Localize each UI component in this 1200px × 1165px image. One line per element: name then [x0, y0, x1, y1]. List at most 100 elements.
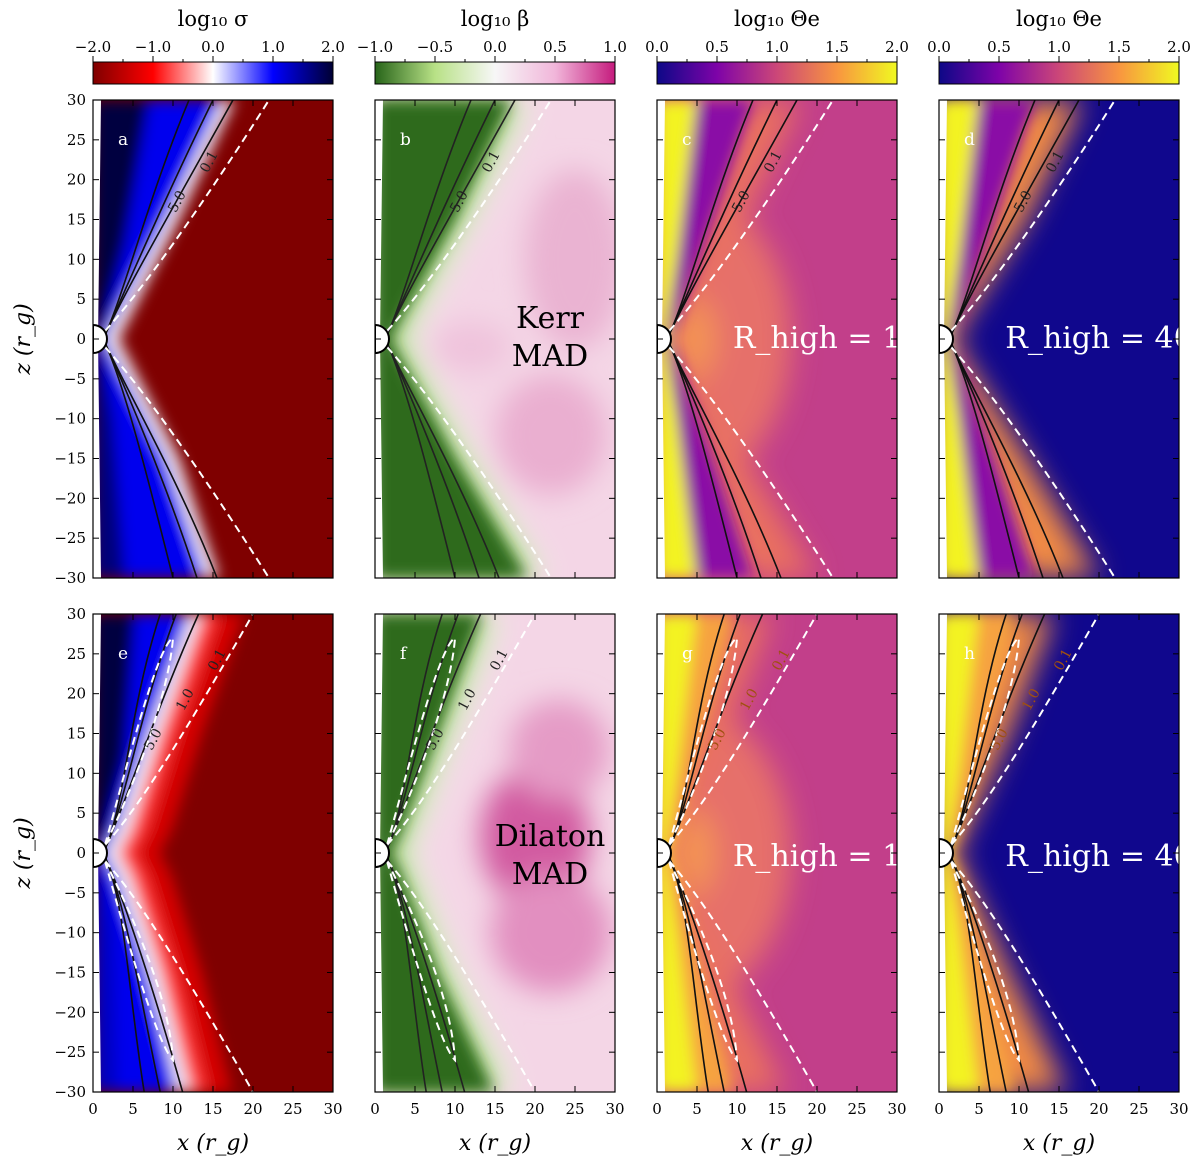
x-tick-label: 20	[243, 1100, 262, 1118]
axes	[938, 99, 1180, 579]
panel-annotation: R_high = 40	[1005, 321, 1192, 356]
dashed-boundary	[386, 860, 536, 1092]
contour-line	[668, 100, 798, 336]
colorbar-tick-label: 0.5	[543, 38, 567, 56]
panel-field: 5.00.1	[939, 100, 1179, 578]
y-tick-label: 0	[76, 330, 86, 348]
x-tick-label: 0	[88, 1100, 98, 1118]
y-tick-label: −15	[54, 450, 86, 468]
y-tick-label: 10	[67, 250, 86, 268]
panel-d: 5.00.1d R_high = 40	[938, 99, 1193, 579]
x-tick-label: 30	[323, 1100, 342, 1118]
colorbar-tick-label: −0.5	[417, 38, 453, 56]
panel-letter: d	[964, 130, 975, 150]
contour-line	[104, 100, 234, 336]
dashed-boundary	[950, 636, 1021, 846]
x-tick-label: 10	[445, 1100, 464, 1118]
dashed-boundary	[668, 860, 818, 1092]
dashed-boundary	[386, 860, 457, 1063]
axes: 0 5 10 15 20 25 30 30 25 20 15 10 5 0 −5 −10 −15 −20 −25 −3…	[54, 605, 342, 1118]
colorbar-title: log₁₀ Θe	[1016, 7, 1102, 31]
contours	[104, 100, 270, 578]
colorbar-tick-label: 2.0	[321, 38, 345, 56]
axes: 0 5 10 15 20 25 30	[652, 613, 907, 1118]
dashed-boundary	[668, 100, 834, 332]
y-tick-label: 30	[67, 605, 86, 623]
axes	[374, 99, 616, 579]
panel-a: 5.00.1a 30 25 20 15 10 5 0 −5 −10 −15 −20 −25 −30	[54, 91, 334, 587]
colorbar-tick-label: −1.0	[357, 38, 393, 56]
x-axis-label: x (r_g)	[459, 1131, 531, 1156]
y-tick-label: −5	[64, 884, 86, 902]
x-tick-label: 25	[283, 1100, 302, 1118]
colorbar-3: log₁₀ Θe 0.0 0.5 1.0 1.5 2.0	[645, 7, 909, 85]
y-tick-label: −30	[54, 569, 86, 587]
panel-field: 5.00.1	[375, 100, 615, 578]
y-tick-label: 20	[67, 171, 86, 189]
colorbar-tick-label: 0.0	[927, 38, 951, 56]
y-tick-label: −20	[54, 1003, 86, 1021]
colorbar-gradient	[938, 61, 1180, 85]
field-jet	[939, 614, 1016, 1092]
dashed-boundary	[950, 614, 1100, 846]
y-tick-label: 5	[76, 290, 86, 308]
dashed-boundary	[104, 636, 175, 846]
panel-letter: e	[118, 644, 128, 664]
colorbar-tick-label: 1.5	[825, 38, 849, 56]
colorbar-tick-label: 1.0	[1047, 38, 1071, 56]
dashed-boundary	[950, 346, 1116, 578]
dashed-boundary	[104, 860, 254, 1092]
y-tick-label: 25	[67, 131, 86, 149]
y-tick-label: 30	[67, 91, 86, 109]
y-tick-label: −25	[54, 1043, 86, 1061]
contour-line	[950, 100, 1080, 336]
axes: 0 5 10 15 20 25 30	[934, 613, 1189, 1118]
panel-letter: g	[682, 644, 693, 664]
axes	[656, 99, 898, 579]
panel-h: 5.01.00.1hR_high = 400 5 10 15 20 25 30	[934, 613, 1193, 1118]
y-tick-label: 5	[76, 804, 86, 822]
panel-annotation: R_high = 1	[733, 839, 901, 874]
x-tick-label: 25	[847, 1100, 866, 1118]
x-tick-label: 15	[1049, 1100, 1068, 1118]
x-tick-label: 5	[410, 1100, 420, 1118]
contours	[668, 614, 818, 1092]
contours	[386, 100, 552, 578]
black-hole	[375, 323, 390, 355]
contours	[386, 614, 536, 1092]
colorbar-tick-label: 2.0	[1167, 38, 1191, 56]
y-tick-label: −10	[54, 924, 86, 942]
x-tick-label: 0	[934, 1100, 944, 1118]
x-tick-label: 30	[887, 1100, 906, 1118]
dashed-boundary	[386, 614, 536, 846]
colorbar-1: log₁₀ σ −2.0 −1.0 0.0 1.0 2.0	[75, 7, 345, 85]
dashed-boundary	[950, 860, 1021, 1063]
contour-line	[386, 342, 500, 578]
black-hole	[93, 323, 108, 355]
x-tick-label: 15	[485, 1100, 504, 1118]
colorbar-title: log₁₀ σ	[178, 7, 249, 31]
dashed-boundary	[104, 860, 175, 1063]
x-axis-label: x (r_g)	[177, 1131, 249, 1156]
panel-field: 5.01.00.1	[657, 614, 897, 1092]
dashed-boundary	[950, 100, 1116, 332]
black-hole	[939, 323, 954, 355]
x-tick-label: 30	[1169, 1100, 1188, 1118]
y-tick-label: 0	[76, 844, 86, 862]
panel-letter: b	[400, 130, 411, 150]
x-tick-label: 20	[1089, 1100, 1108, 1118]
dashed-boundary	[668, 636, 739, 846]
black-hole	[939, 837, 954, 869]
colorbar-tick-label: −2.0	[75, 38, 111, 56]
field-jet	[939, 100, 1035, 578]
x-tick-label: 0	[652, 1100, 662, 1118]
x-tick-label: 25	[565, 1100, 584, 1118]
dashed-boundary	[386, 636, 457, 846]
x-tick-label: 10	[163, 1100, 182, 1118]
y-tick-label: −25	[54, 529, 86, 547]
contours	[950, 100, 1116, 578]
dashed-boundary	[668, 614, 818, 846]
